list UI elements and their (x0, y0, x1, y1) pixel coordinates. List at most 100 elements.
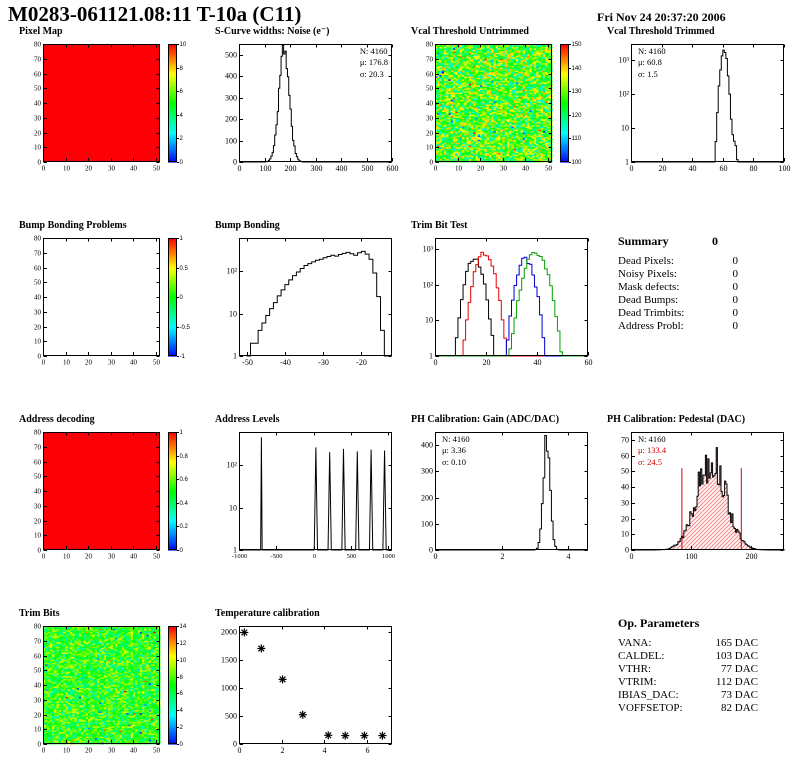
op-param-value: 77 DAC (721, 663, 758, 675)
summary-block: Summary 0 Dead Pixels: 0 Noisy Pixels: 0 M… (618, 234, 738, 333)
plot-trim-bit-test: Trim Bit Test (408, 220, 598, 374)
plot-title: Vcal Threshold Trimmed (607, 26, 715, 37)
plot-title: Trim Bit Test (411, 220, 468, 231)
stats-line: σ: 0.10 (442, 456, 466, 467)
ph-pedestal-canvas (604, 426, 794, 566)
bump-problems-canvas (16, 232, 206, 372)
summary-row: Dead Bumps: 0 (618, 294, 738, 307)
plot-title: Trim Bits (19, 608, 60, 619)
summary-label: Dead Bumps: (618, 294, 679, 306)
op-param-value: 112 DAC (715, 676, 758, 688)
bump-bonding-canvas (212, 232, 402, 372)
op-parameters-heading: Op. Parameters (618, 616, 758, 631)
summary-row: Noisy Pixels: 0 (618, 268, 738, 281)
plot-title: Bump Bonding Problems (19, 220, 127, 231)
stats-line: μ: 3.36 (442, 445, 466, 456)
plot-bump-bonding: Bump Bonding (212, 220, 402, 374)
plot-scurve-noise: S-Curve widths: Noise (e⁻) N: 4160 μ: 17… (212, 26, 402, 180)
summary-row: Dead Trimbits: 0 (618, 307, 738, 320)
plot-ph-pedestal: PH Calibration: Pedestal (DAC) N: 4160 μ… (604, 414, 794, 568)
summary-value: 0 (732, 281, 739, 293)
op-param-row: CALDEL: 103 DAC (618, 650, 758, 663)
summary-label: Noisy Pixels: (618, 268, 677, 280)
op-param-value: 165 DAC (715, 637, 758, 649)
plot-address-levels: Address Levels (212, 414, 402, 568)
op-param-label: CALDEL: (618, 650, 665, 662)
page-title: M0283-061121.08:11 T-10a (C11) (8, 2, 302, 26)
plot-trim-bits: Trim Bits (16, 608, 206, 762)
stats-box: N: 4160 μ: 176.8 σ: 20.3 (360, 46, 388, 80)
summary-value: 0 (732, 320, 739, 332)
stats-line: σ: 20.3 (359, 68, 384, 79)
op-parameters-title: Op. Parameters (618, 616, 700, 630)
address-decoding-canvas (16, 426, 206, 566)
stats-box: N: 4160 μ: 3.36 σ: 0.10 (442, 434, 470, 468)
plot-title: PH Calibration: Gain (ADC/DAC) (411, 414, 560, 425)
summary-row: Dead Pixels: 0 (618, 255, 738, 268)
op-param-value: 82 DAC (721, 702, 758, 714)
plot-title: Pixel Map (19, 26, 63, 37)
trim-bit-test-canvas (408, 232, 598, 372)
stats-line: σ: 24.5 (638, 456, 662, 467)
plot-address-decoding: Address decoding (16, 414, 206, 568)
plot-vcal-trimmed: Vcal Threshold Trimmed N: 4160 μ: 60.8 σ… (604, 26, 794, 180)
summary-title: Summary (618, 234, 669, 248)
plot-title: Temperature calibration (215, 608, 320, 619)
summary-label: Dead Pixels: (618, 255, 674, 267)
summary-label: Mask defects: (618, 281, 680, 293)
plot-ph-gain: PH Calibration: Gain (ADC/DAC) N: 4160 μ… (408, 414, 598, 568)
summary-row: Mask defects: 0 (618, 281, 738, 294)
op-param-value: 103 DAC (715, 650, 758, 662)
op-param-row: VTHR: 77 DAC (618, 663, 758, 676)
stats-line: N: 4160 (442, 434, 470, 444)
op-param-value: 73 DAC (721, 689, 758, 701)
op-param-label: VANA: (618, 637, 652, 649)
plot-title: S-Curve widths: Noise (e⁻) (215, 26, 330, 37)
address-levels-canvas (212, 426, 402, 566)
op-param-label: VTHR: (618, 663, 651, 675)
op-param-row: VTRIM: 112 DAC (618, 676, 758, 689)
stats-box: N: 4160 μ: 60.8 σ: 1.5 (638, 46, 666, 80)
op-param-label: VOFFSETOP: (618, 702, 683, 714)
summary-row: Address Probl: 0 (618, 320, 738, 333)
pixel-map-canvas (16, 38, 206, 178)
summary-heading: Summary 0 (618, 234, 718, 249)
stats-box: N: 4160 μ: 133.4 σ: 24.5 (638, 434, 666, 468)
plot-title: PH Calibration: Pedestal (DAC) (607, 414, 746, 425)
plot-temperature-calibration: Temperature calibration (212, 608, 402, 762)
stats-line: σ: 1.5 (638, 68, 658, 79)
summary-value: 0 (732, 268, 739, 280)
summary-value: 0 (732, 255, 739, 267)
plot-pixel-map: Pixel Map (16, 26, 206, 180)
op-param-row: VOFFSETOP: 82 DAC (618, 702, 758, 715)
plot-vcal-untrimmed: Vcal Threshold Untrimmed (408, 26, 598, 180)
stats-line: μ: 176.8 (359, 57, 388, 68)
trim-bits-canvas (16, 620, 206, 760)
plot-title: Address decoding (19, 414, 95, 425)
timestamp: Fri Nov 24 20:37:20 2006 (597, 10, 726, 24)
summary-label: Address Probl: (618, 320, 684, 332)
summary-total: 0 (712, 234, 718, 248)
op-param-label: IBIAS_DAC: (618, 689, 679, 701)
plot-bump-problems: Bump Bonding Problems (16, 220, 206, 374)
scurve-noise-canvas (212, 38, 402, 178)
summary-value: 0 (732, 307, 739, 319)
op-param-row: VANA: 165 DAC (618, 637, 758, 650)
stats-line: N: 4160 (638, 434, 666, 444)
op-param-label: VTRIM: (618, 676, 657, 688)
temperature-calibration-canvas (212, 620, 402, 760)
vcal-untrimmed-canvas (408, 38, 598, 178)
plot-title: Address Levels (215, 414, 280, 425)
plot-title: Bump Bonding (215, 220, 280, 231)
vcal-trimmed-canvas (604, 38, 794, 178)
stats-line: μ: 133.4 (638, 445, 667, 456)
stats-line: N: 4160 (359, 46, 388, 56)
ph-gain-canvas (408, 426, 598, 566)
op-parameters-block: Op. Parameters VANA: 165 DAC CALDEL: 103 D… (618, 616, 758, 715)
stats-line: N: 4160 (638, 46, 666, 56)
op-param-row: IBIAS_DAC: 73 DAC (618, 689, 758, 702)
stats-line: μ: 60.8 (638, 57, 662, 68)
summary-value: 0 (732, 294, 739, 306)
summary-label: Dead Trimbits: (618, 307, 685, 319)
plot-title: Vcal Threshold Untrimmed (411, 26, 529, 37)
